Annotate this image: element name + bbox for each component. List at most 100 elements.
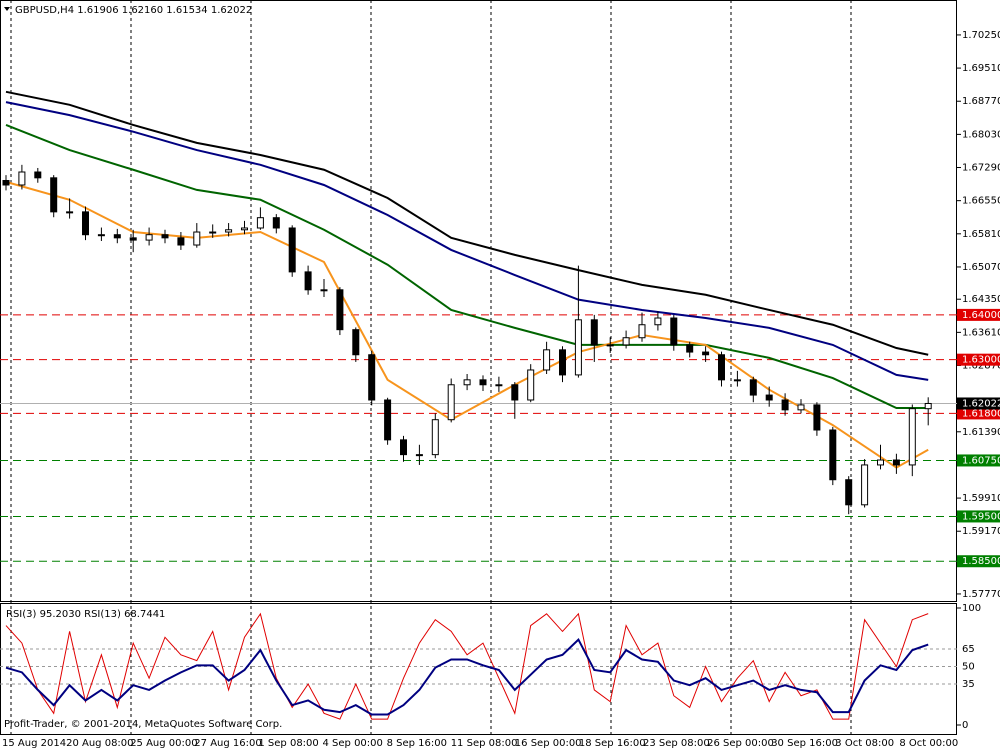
candle-body (527, 369, 535, 401)
candle-body (749, 379, 757, 396)
y-tick-label: 1.64350 (962, 294, 1000, 305)
level-box (957, 353, 1000, 366)
level-box (957, 407, 1000, 420)
x-tick-label: 30 Sep 16:00 (771, 738, 838, 749)
y-tick-label: 1.65810 (962, 229, 1000, 240)
x-tick-label: 4 Sep 00:00 (323, 738, 383, 749)
candle-body (161, 234, 169, 239)
candle-body (765, 394, 773, 401)
candle-body (177, 237, 185, 246)
candle-body (861, 464, 869, 506)
candle-body (892, 459, 900, 466)
candle-body (574, 319, 582, 376)
rsi-title: RSI(3) 95.2030 RSI(13) 68.7441 (6, 609, 165, 620)
y-tick-label: 65 (962, 644, 975, 655)
y-tick-label: 100 (962, 603, 981, 614)
candle-body (2, 180, 10, 186)
x-tick-label: 16 Sep 00:00 (515, 738, 582, 749)
level-label: 1.64000 (962, 310, 1000, 321)
candle-body (336, 289, 344, 331)
candle-body (543, 349, 551, 371)
candle-body (50, 177, 58, 213)
candle-body (702, 351, 710, 356)
moving-average (5, 124, 929, 410)
chart-title: GBPUSD,H4 1.61906 1.62160 1.61534 1.6202… (15, 5, 252, 16)
y-tick-label: 1.68030 (962, 129, 1000, 140)
candle-body (320, 289, 328, 292)
candle-body (654, 317, 662, 326)
candle-body (495, 384, 503, 387)
candle-body (352, 329, 360, 356)
candle-body (431, 419, 439, 456)
moving-average (5, 101, 929, 381)
y-tick-label: 1.67290 (962, 163, 1000, 174)
candle-body (511, 384, 519, 401)
y-tick-label: 35 (962, 679, 975, 690)
candle-body (368, 354, 376, 401)
x-tick-label: 8 Sep 16:00 (387, 738, 447, 749)
candle-body (463, 379, 471, 386)
candle-body (304, 271, 312, 291)
level-label: 1.59500 (962, 511, 1000, 522)
level-box (957, 454, 1000, 467)
y-tick-label: 1.66550 (962, 196, 1000, 207)
y-tick-label: 1.63610 (962, 327, 1000, 338)
x-tick-label: 26 Sep 00:00 (707, 738, 774, 749)
candle-body (241, 227, 248, 231)
y-tick-label: 1.59910 (962, 493, 1000, 504)
candle-body (447, 384, 455, 421)
candle-body (829, 429, 837, 481)
y-tick-label: 1.62870 (962, 361, 1000, 372)
current-price-box (957, 397, 1000, 410)
current-price-label: 1.62022 (962, 398, 1000, 409)
candle-body (845, 479, 853, 506)
candle-body (34, 171, 42, 179)
y-tick-label: 50 (962, 662, 975, 673)
candle-body (590, 319, 598, 346)
candle-body (638, 324, 646, 339)
candle-body (129, 237, 137, 241)
rsi-line (5, 612, 929, 720)
candle-body (97, 234, 105, 237)
candle-body (193, 231, 201, 246)
x-tick-label: 1 Sep 08:00 (258, 738, 318, 749)
candle-body (82, 211, 89, 236)
y-tick-label: 0 (962, 720, 968, 731)
y-tick-label: 1.70250 (962, 30, 1000, 41)
level-box (957, 308, 1000, 321)
candle-body (877, 459, 884, 466)
y-tick-label: 1.65070 (962, 262, 1000, 273)
week-separators (10, 0, 852, 735)
rsi-panel (0, 603, 957, 735)
candle-body (225, 229, 233, 233)
candle-body (781, 399, 789, 411)
candle-body (400, 439, 407, 456)
rsi-line (5, 637, 929, 716)
candle-body (415, 454, 423, 457)
candle-body (272, 217, 280, 229)
x-tick-label: 11 Sep 08:00 (451, 738, 518, 749)
y-tick-label: 1.57770 (962, 589, 1000, 600)
candle-body (670, 317, 678, 346)
candle-body (908, 408, 916, 466)
footer: Profit-Trader, © 2001-2014, MetaQuotes S… (4, 719, 282, 730)
candle-body (686, 344, 694, 353)
candle-body (606, 344, 614, 347)
level-box (957, 510, 1000, 523)
x-tick-label: 8 Oct 00:00 (899, 738, 958, 749)
y-tick-label: 1.61390 (962, 427, 1000, 438)
moving-average (5, 90, 929, 356)
candle-body (479, 379, 487, 386)
level-label: 1.58500 (962, 556, 1000, 567)
level-label: 1.61800 (962, 408, 1000, 419)
y-tick-label: 1.59170 (962, 526, 1000, 537)
candle-body (718, 354, 725, 381)
level-label: 1.60750 (962, 455, 1000, 466)
candle-body (66, 211, 74, 214)
candle-body (797, 404, 805, 411)
x-tick-label: 18 Sep 16:00 (579, 738, 646, 749)
candle-body (813, 404, 821, 431)
level-label: 1.63000 (962, 355, 1000, 366)
